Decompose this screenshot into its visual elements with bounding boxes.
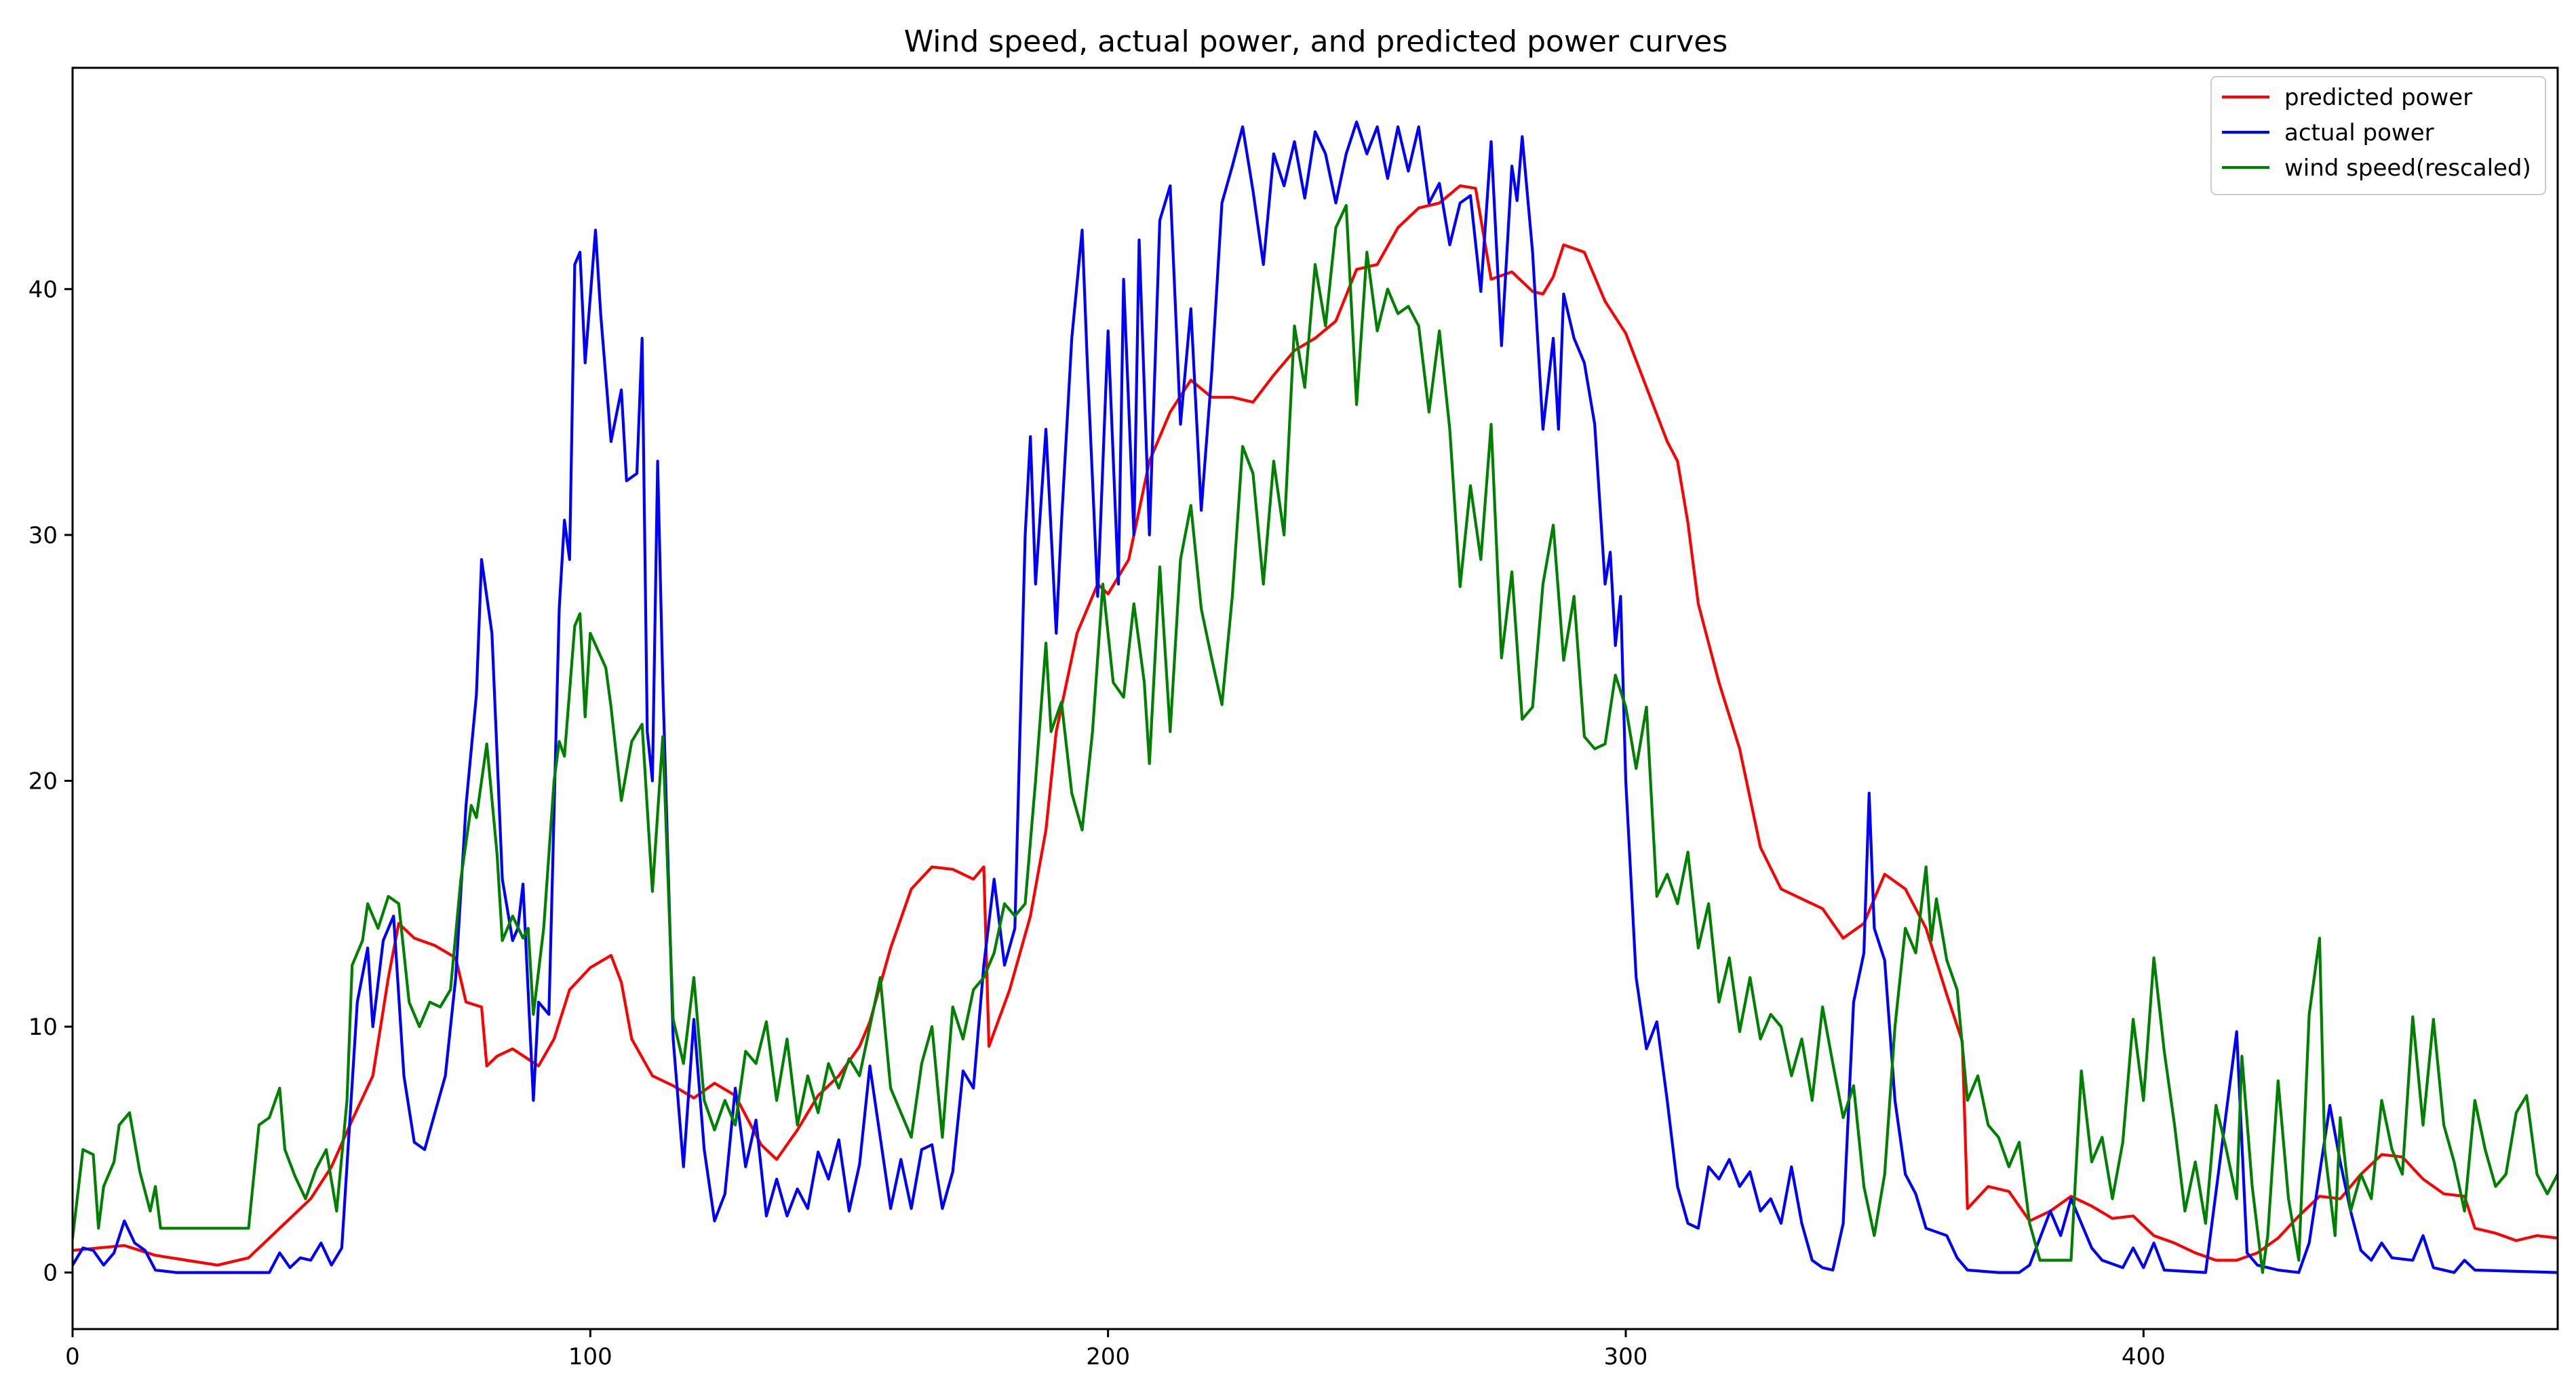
y-tick-label-2: 20 — [28, 768, 58, 795]
series-line-1 — [73, 120, 2558, 1274]
legend-label-2: wind speed(rescaled) — [2284, 155, 2531, 182]
plot-frame — [71, 66, 2559, 1330]
legend-label-0: predicted power — [2284, 84, 2472, 111]
y-axis: 0 10 20 30 40 — [28, 276, 73, 1287]
legend-box — [2210, 76, 2546, 195]
legend: predicted power actual power wind speed(re… — [2210, 76, 2546, 195]
x-tick-label-4: 400 — [2122, 1343, 2166, 1370]
y-tick-label-3: 30 — [28, 522, 58, 549]
x-tick-label-0: 0 — [65, 1343, 80, 1370]
y-tick-label-1: 10 — [28, 1014, 58, 1041]
y-tick-label-4: 40 — [28, 276, 58, 303]
chart-title: Wind speed, actual power, and predicted … — [904, 24, 1728, 59]
x-tick-label-3: 300 — [1604, 1343, 1648, 1370]
x-tick-label-2: 200 — [1086, 1343, 1130, 1370]
series-line-2 — [73, 203, 2558, 1274]
legend-label-1: actual power — [2284, 119, 2434, 146]
y-tick-label-0: 0 — [43, 1260, 58, 1287]
x-axis: 0 100 200 300 400 — [65, 1329, 2166, 1370]
x-tick-label-1: 100 — [568, 1343, 612, 1370]
series-layer — [73, 120, 2558, 1274]
series-line-0 — [73, 184, 2558, 1267]
